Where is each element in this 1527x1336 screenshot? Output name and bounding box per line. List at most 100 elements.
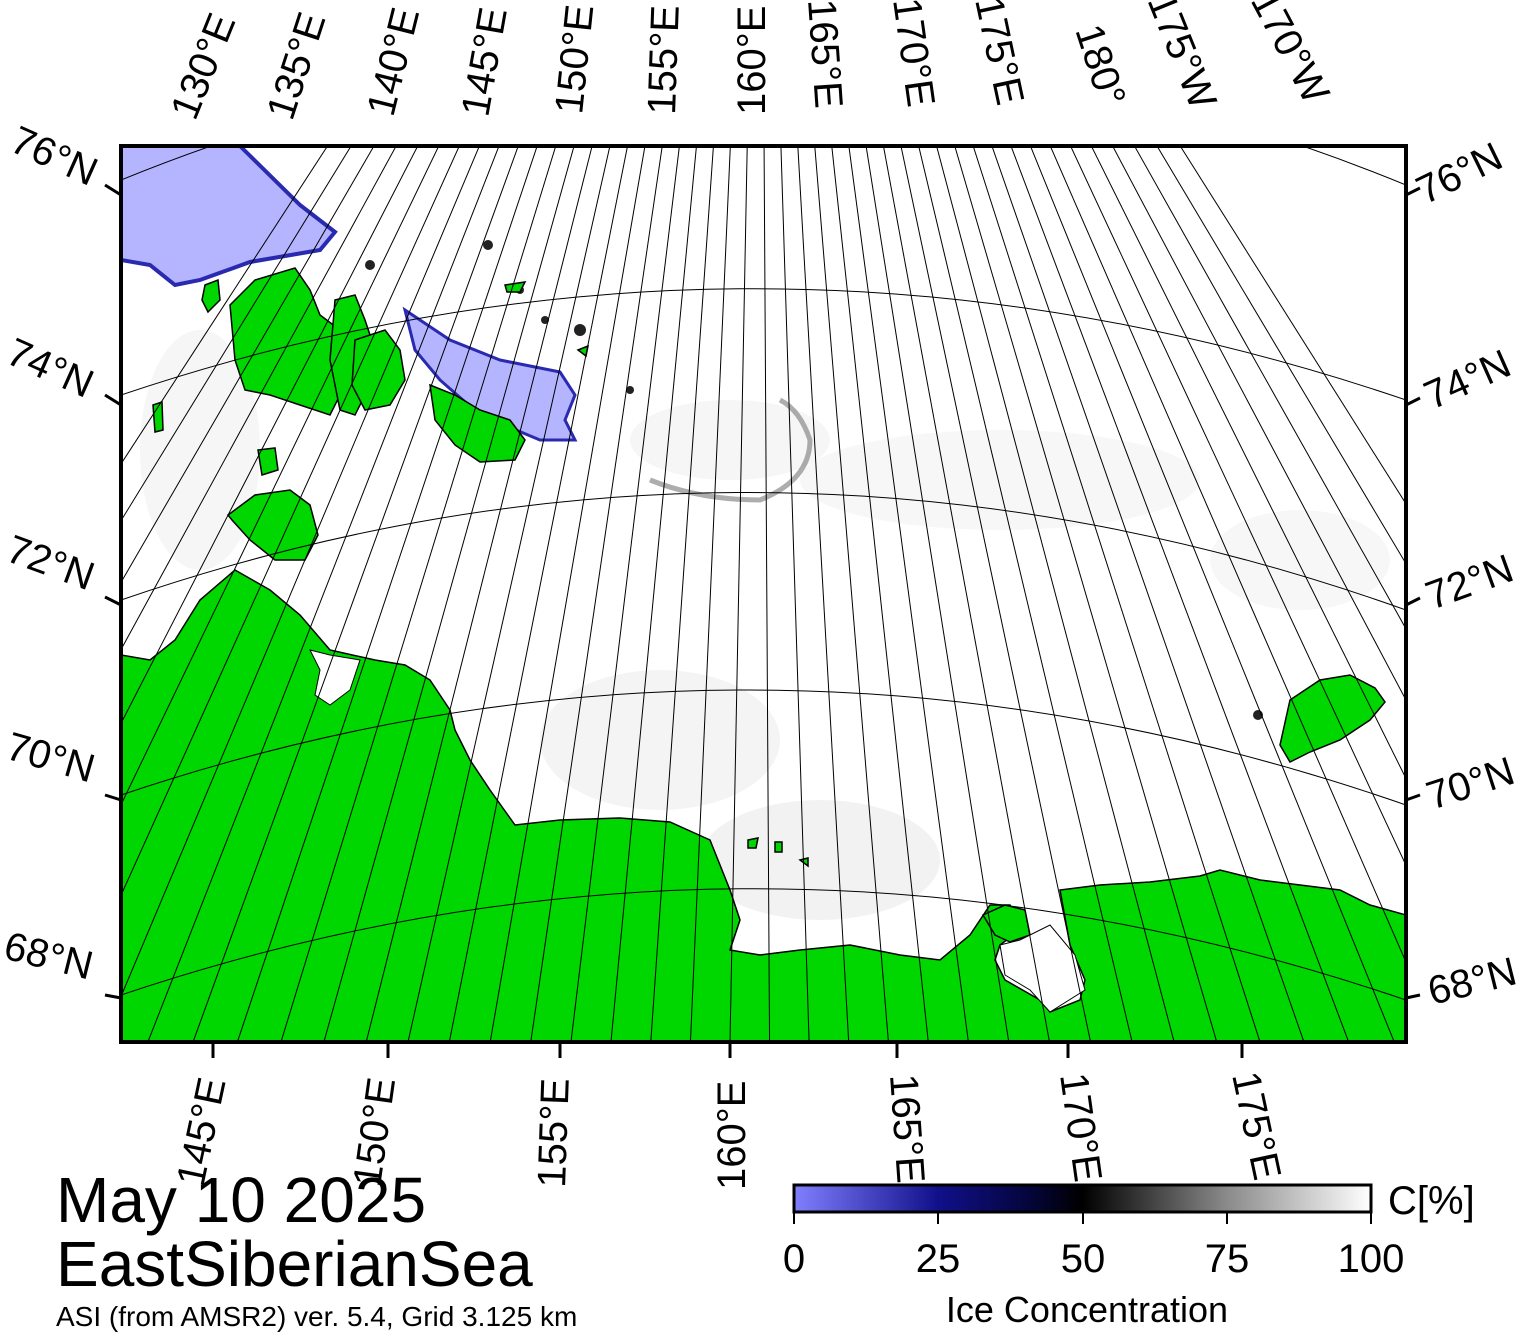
meridian-line xyxy=(610,146,697,1042)
zhokhov-island xyxy=(504,281,527,293)
meridian-line xyxy=(407,146,611,1042)
meridian-line xyxy=(936,146,1175,1042)
meridian-line xyxy=(147,146,500,1042)
map-area xyxy=(121,146,1406,1042)
colorbar-unit: C[%] xyxy=(1388,1179,1475,1223)
belkovsky-island xyxy=(201,278,221,314)
meridian-line xyxy=(848,146,969,1042)
colorbar-tick-label: 50 xyxy=(1061,1237,1106,1281)
frame-ticks xyxy=(104,183,1421,1058)
meridian-line xyxy=(121,146,480,998)
meridian-line xyxy=(489,146,646,1042)
land xyxy=(121,267,1406,1042)
meridian-line xyxy=(900,146,1092,1042)
right-lat-labels: 76°N 74°N 72°N 70°N 68°N xyxy=(1410,134,1521,1013)
low-concentration-arc xyxy=(649,397,813,503)
meridian-line xyxy=(121,146,329,465)
bottom-lon-label: 155°E xyxy=(530,1077,578,1188)
meridian-line xyxy=(280,146,557,1042)
bolshoy-lyakhovsky xyxy=(226,489,319,561)
meridian-line xyxy=(972,146,1261,1042)
low-ice-region-laptev xyxy=(121,146,338,288)
medvezhyi-islands xyxy=(747,837,809,868)
stolbovoy-island xyxy=(152,400,164,433)
top-lon-label: 170°W xyxy=(1242,0,1338,111)
meridian-line xyxy=(1156,146,1406,565)
wrangel-island xyxy=(1279,674,1386,763)
map-region: EastSiberianSea xyxy=(56,1228,533,1300)
meridian-line xyxy=(530,146,663,1042)
top-lon-label: 170°E xyxy=(884,0,943,110)
top-lon-label: 130°E xyxy=(163,7,245,125)
meridian-line xyxy=(323,146,575,1042)
bottom-lon-label: 165°E xyxy=(881,1073,933,1185)
meridian-line xyxy=(365,146,593,1042)
meridian-line xyxy=(192,146,519,1042)
bolshoy-lyakhovsky-small xyxy=(257,447,279,476)
meridian-line xyxy=(1029,146,1395,1042)
meridian-line xyxy=(918,146,1133,1042)
meridian-line xyxy=(1049,146,1406,964)
meridians xyxy=(121,146,1406,1042)
meridian-line xyxy=(1010,146,1350,1042)
left-lat-label: 68°N xyxy=(0,924,97,988)
map-frame xyxy=(119,144,1408,1044)
meridian-line xyxy=(729,146,748,1042)
colorbar-title: Ice Concentration xyxy=(946,1289,1228,1330)
top-lon-label: 175°E xyxy=(966,0,1032,109)
meridian-line xyxy=(763,146,771,1042)
top-lon-label: 175°W xyxy=(1139,0,1225,115)
left-lat-label: 76°N xyxy=(4,118,104,195)
top-lon-label: 145°E xyxy=(454,4,516,119)
meridian-line xyxy=(831,146,929,1042)
meridian-line xyxy=(882,146,1051,1042)
meridian-line xyxy=(865,146,1010,1042)
bottom-lon-label: 170°E xyxy=(1051,1070,1110,1184)
meridian-line xyxy=(1070,146,1406,867)
map-date: May 10 2025 xyxy=(56,1164,427,1236)
colorbar-tick-label: 0 xyxy=(783,1237,805,1281)
right-lat-label: 68°N xyxy=(1424,949,1521,1013)
top-lon-label: 165°E xyxy=(799,0,851,110)
meridian-line xyxy=(797,146,850,1042)
left-lat-label: 74°N xyxy=(0,330,100,407)
colorbar-tick-label: 75 xyxy=(1205,1237,1250,1281)
meridian-line xyxy=(991,146,1305,1042)
meridian-line xyxy=(814,146,889,1042)
meridian-line xyxy=(121,146,397,651)
meridian-line xyxy=(650,146,714,1042)
top-lon-label: 135°E xyxy=(259,7,335,125)
left-lat-label: 70°N xyxy=(2,724,100,791)
meridian-line xyxy=(121,146,460,897)
colorbar-tick-label: 25 xyxy=(916,1237,961,1281)
graticule xyxy=(121,146,1406,1042)
bottom-lon-label: 160°E xyxy=(710,1081,754,1190)
meridian-line xyxy=(570,146,680,1042)
right-lat-label: 72°N xyxy=(1420,547,1519,619)
meridian-line xyxy=(121,146,419,725)
top-lon-label: 180° xyxy=(1066,19,1133,111)
top-lon-label: 150°E xyxy=(547,3,602,116)
meridian-line xyxy=(954,146,1218,1042)
parallel-70n xyxy=(121,689,1406,806)
low-ice-region-nsi xyxy=(402,306,578,442)
bottom-lon-label: 175°E xyxy=(1223,1068,1289,1184)
colorbar-tick-label: 100 xyxy=(1338,1237,1405,1281)
meridian-line xyxy=(1133,146,1406,630)
parallel-74n xyxy=(121,288,1406,401)
left-lat-label: 72°N xyxy=(1,527,100,599)
colorbar-gradient xyxy=(792,1183,1373,1214)
meridian-line xyxy=(1090,146,1406,780)
meridian-line xyxy=(1112,146,1406,702)
top-lon-labels: 130°E 135°E 140°E 145°E 150°E 155°E 160°… xyxy=(163,0,1338,125)
new-siberia-east xyxy=(429,383,526,463)
meridian-line xyxy=(121,146,375,584)
meridian-line xyxy=(1179,146,1406,505)
ice-texture xyxy=(140,330,1390,920)
right-lat-label: 74°N xyxy=(1418,342,1518,419)
coastal-lagoons xyxy=(309,649,1086,1013)
meridian-line xyxy=(448,146,629,1042)
left-lat-labels: 76°N 74°N 72°N 70°N 68°N xyxy=(0,118,104,988)
data-source: ASI (from AMSR2) ver. 5.4, Grid 3.125 km xyxy=(56,1301,578,1332)
top-lon-label: 155°E xyxy=(640,4,688,115)
